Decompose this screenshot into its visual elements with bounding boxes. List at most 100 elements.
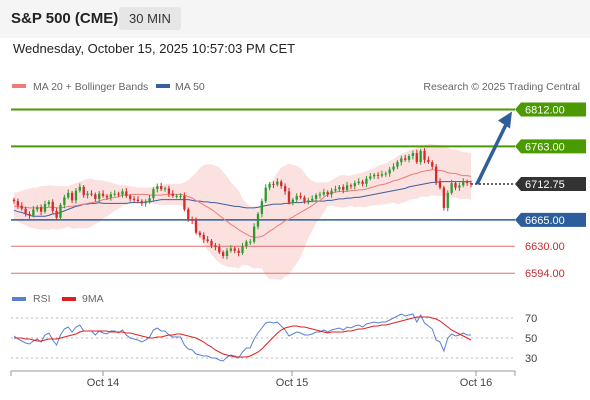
candle-body [419,150,422,163]
candle [446,190,449,212]
candle-body [28,213,31,216]
candle-body [458,185,461,188]
candle [245,239,248,249]
candle [12,197,16,204]
candle [318,191,322,199]
moving-averages [13,169,472,238]
candle-body [260,201,264,214]
candle-body [338,186,341,190]
ma20-line [14,169,472,238]
candle-body [322,192,325,195]
candle-body [190,219,194,221]
candle-body [314,195,318,199]
level-tag-6712.75: 6712.75 [515,177,586,192]
candle [70,191,74,204]
candle [32,206,35,218]
candle-body [43,204,47,212]
x-tick-label: Oct 16 [460,377,492,389]
candle-body [86,193,89,196]
ma20-legend-label: MA 20 + Bollinger Bands [33,81,148,93]
candle [357,178,360,185]
candle-body [218,246,221,253]
candle-body [70,192,74,201]
candle [241,242,244,255]
rsi-ma-legend-swatch [62,297,76,301]
candle [225,248,229,260]
candle [326,190,329,198]
candle [202,232,205,243]
candle-body [94,194,97,199]
candle [140,199,143,207]
candle [74,188,78,204]
level-label: 6763.00 [525,141,565,153]
candle-body [179,195,182,197]
rsi-panel: 70 50 30 [11,313,537,365]
candle-body [465,181,469,184]
candle [299,192,302,200]
bollinger-band-area [14,144,471,280]
candle-body [214,245,217,247]
candle [438,178,442,190]
candle [338,184,341,192]
candle-body [415,153,418,163]
candle-body [175,195,178,197]
level-label: 6630.00 [525,241,565,253]
candle [252,223,256,244]
candle [28,211,31,219]
candle [105,194,109,201]
candle-body [36,207,39,210]
candle-body [353,183,356,187]
candle-body [136,199,140,202]
rsi-tick-label: 50 [525,333,537,345]
candle [345,181,349,192]
timeframe-button[interactable]: 30 MIN [119,7,181,30]
candle-body [140,201,143,204]
candle-body [245,241,248,247]
candle [400,155,403,166]
level-tag-bg [515,212,586,227]
candle [206,236,209,243]
candle [43,200,47,214]
ma50-line [13,181,471,217]
candle [67,189,70,200]
candle [264,184,267,204]
arrow-shaft [475,119,510,185]
candle [311,195,314,203]
candle-body [163,188,167,190]
candle-body [187,209,190,220]
candle [249,239,252,246]
candle [82,184,85,198]
candle-body [311,198,314,201]
credit-text: Research © 2025 Trading Central [423,81,580,93]
candle [121,188,124,198]
arrow-head [498,111,512,129]
candle-body [148,198,151,202]
rsi-ma-line [14,316,472,358]
candle-body [365,178,368,184]
candle-body [160,186,163,190]
candle-body [167,188,171,194]
candle [287,188,291,205]
candle [407,154,411,163]
candle [349,183,353,189]
rsi-ma-legend-label: 9MA [82,293,104,305]
candle-body [388,169,391,174]
candle-body [392,166,395,170]
candle [291,197,295,206]
candlesticks [12,148,473,260]
candle [214,242,217,251]
candle [187,207,190,222]
rsi-tick-label: 70 [525,313,537,325]
candle-body [450,183,453,193]
candle-body [373,174,376,177]
candle [403,154,407,162]
candle [163,186,167,192]
candle-body [101,193,105,196]
forecast-arrow [475,111,512,185]
candle [334,185,337,193]
candle [469,180,473,188]
candle-body [67,192,70,198]
level-label: 6812.00 [525,105,565,117]
candle-body [90,193,93,195]
